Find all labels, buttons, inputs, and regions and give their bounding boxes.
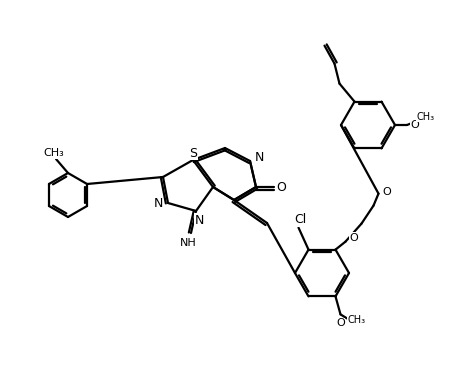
Text: O: O	[336, 319, 345, 328]
Text: CH₃: CH₃	[347, 315, 365, 325]
Text: N: N	[153, 197, 162, 210]
Text: CH₃: CH₃	[417, 112, 435, 122]
Text: N: N	[254, 150, 263, 163]
Text: S: S	[189, 147, 197, 160]
Text: NH: NH	[179, 238, 196, 248]
Text: O: O	[411, 120, 420, 130]
Text: Cl: Cl	[294, 213, 307, 226]
Text: O: O	[382, 187, 391, 197]
Text: N: N	[194, 213, 204, 226]
Text: O: O	[349, 233, 358, 243]
Text: CH₃: CH₃	[44, 148, 64, 158]
Text: O: O	[276, 181, 286, 194]
